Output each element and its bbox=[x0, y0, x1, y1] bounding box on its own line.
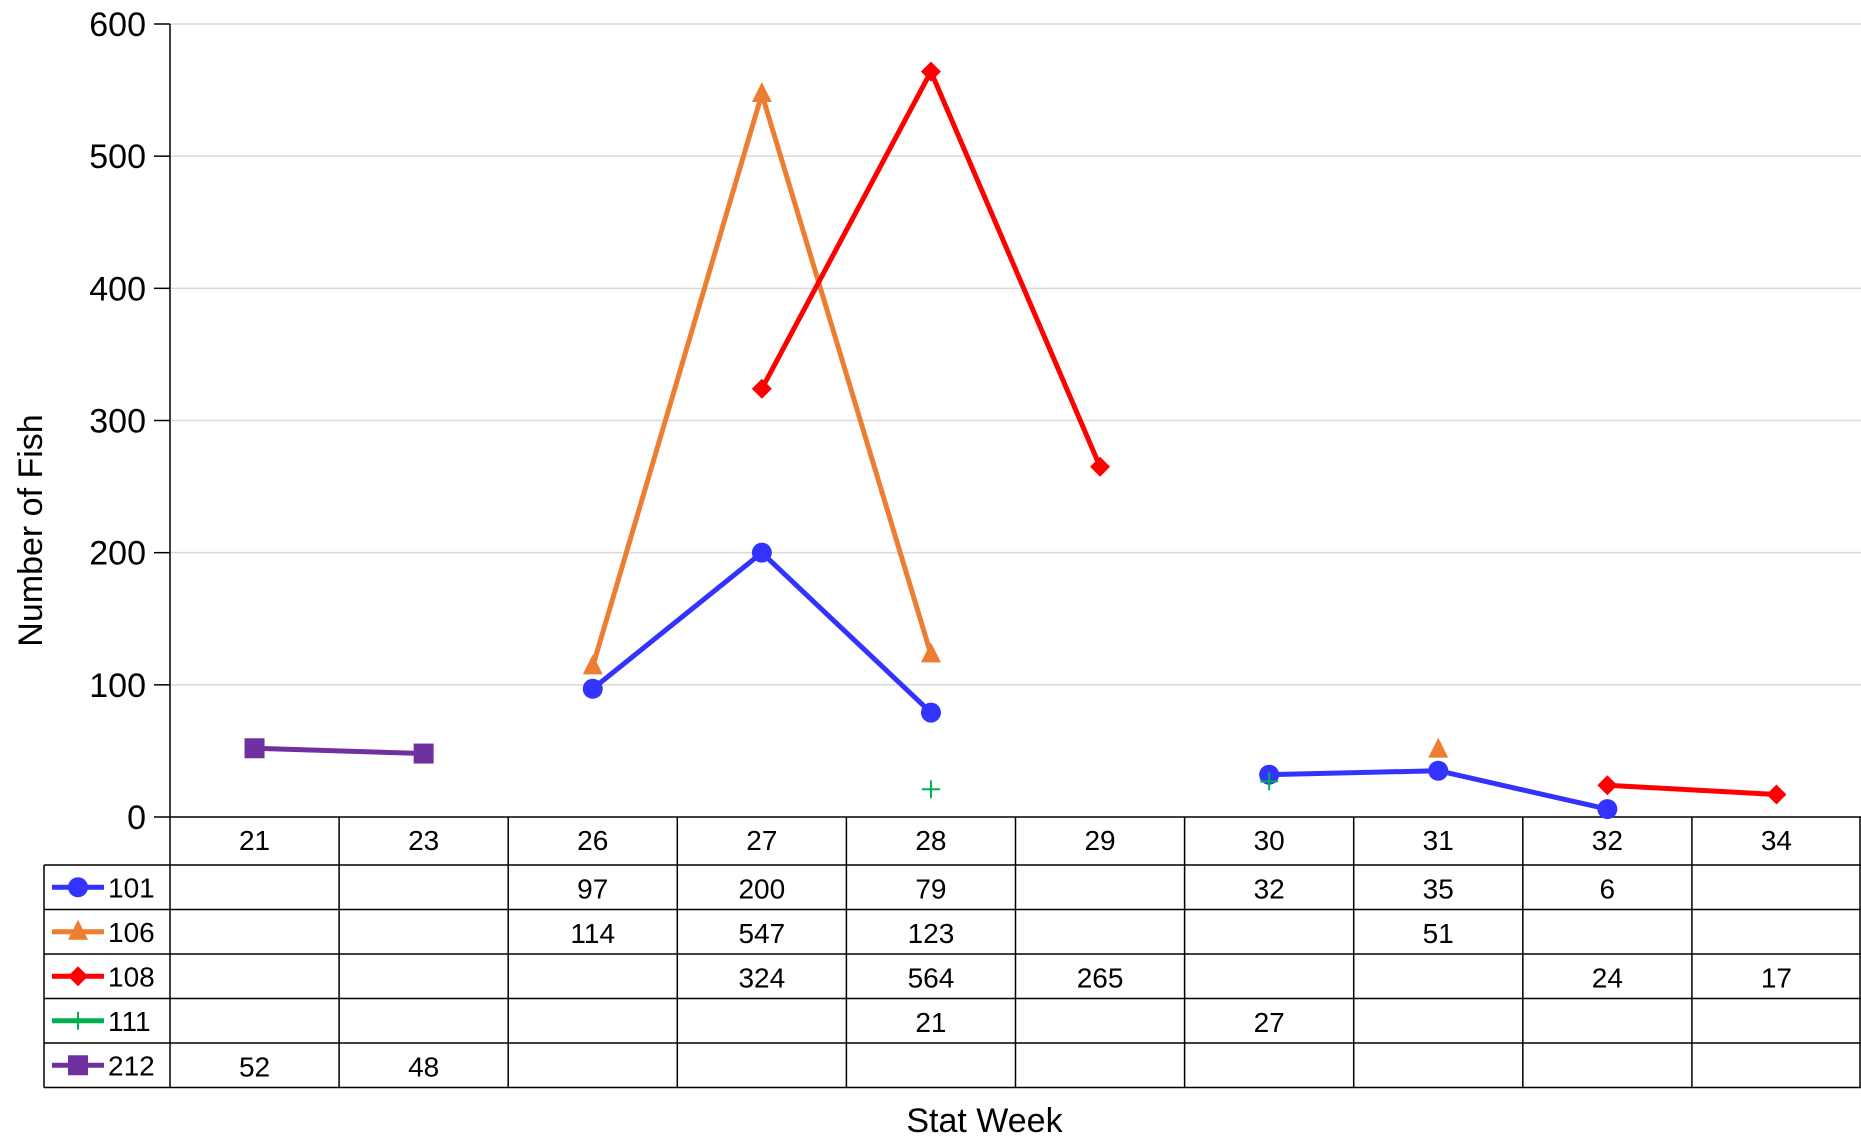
table-cell-value: 32 bbox=[1254, 873, 1285, 904]
series-101 bbox=[582, 542, 1618, 820]
series-line-segment bbox=[759, 550, 934, 716]
data-point bbox=[920, 642, 941, 663]
data-point bbox=[1597, 799, 1618, 820]
legend-key-101 bbox=[52, 877, 104, 898]
legend-label: 111 bbox=[108, 1006, 151, 1037]
data-point bbox=[1428, 760, 1449, 781]
data-point bbox=[921, 780, 940, 799]
data-point bbox=[751, 82, 772, 103]
legend-key-106 bbox=[52, 919, 104, 940]
data-point bbox=[920, 61, 941, 82]
y-tick-label: 400 bbox=[89, 270, 146, 308]
gridlines bbox=[170, 23, 1861, 686]
legend-label: 108 bbox=[108, 961, 155, 992]
table-cell-value: 200 bbox=[738, 873, 785, 904]
series-106 bbox=[582, 82, 1449, 758]
series-line-segment bbox=[252, 745, 427, 757]
series-line-segment bbox=[1266, 768, 1441, 778]
y-axis-title: Number of Fish bbox=[12, 414, 50, 646]
x-tick-label: 30 bbox=[1254, 825, 1285, 856]
table-cell-value: 79 bbox=[915, 873, 946, 904]
data-table: 21 23 26 27 28 29 30 31 32 34 101 97 200 79 32 35 6 106 11… bbox=[43, 816, 1861, 1089]
table-cell-value: 324 bbox=[738, 962, 785, 993]
x-tick-label: 29 bbox=[1084, 825, 1115, 856]
series-line-segment bbox=[759, 91, 934, 657]
table-cell-value: 123 bbox=[908, 918, 955, 949]
y-tick-label: 200 bbox=[89, 535, 146, 573]
series-line-segment bbox=[590, 550, 765, 692]
series-line-segment bbox=[1435, 768, 1610, 812]
table-cell-value: 564 bbox=[908, 962, 955, 993]
y-tick-label: 100 bbox=[89, 667, 146, 705]
table-cell-value: 17 bbox=[1761, 962, 1792, 993]
data-point bbox=[1090, 456, 1111, 477]
table-cell-value: 51 bbox=[1423, 918, 1454, 949]
y-tick-label: 0 bbox=[127, 799, 146, 837]
y-tick-label: 500 bbox=[89, 138, 146, 176]
x-axis-title: Stat Week bbox=[906, 1102, 1063, 1140]
table-cell-value: 35 bbox=[1423, 873, 1454, 904]
data-point bbox=[920, 702, 941, 723]
y-tick-label: 600 bbox=[89, 6, 146, 44]
table-cell-value: 265 bbox=[1077, 962, 1124, 993]
series-212 bbox=[244, 738, 434, 764]
y-axis: 0 100 200 300 400 500 600 bbox=[89, 6, 171, 837]
series-line-segment bbox=[759, 69, 934, 392]
x-tick-label: 23 bbox=[408, 825, 439, 856]
table-cell-value: 6 bbox=[1600, 873, 1616, 904]
x-tick-label: 31 bbox=[1423, 825, 1454, 856]
x-tick-label: 26 bbox=[577, 825, 608, 856]
legend-key-108 bbox=[52, 966, 104, 987]
series-line-segment bbox=[590, 91, 765, 669]
legend-key-111 bbox=[52, 1011, 104, 1030]
data-point bbox=[1766, 784, 1787, 805]
data-point bbox=[244, 738, 265, 759]
legend-label: 101 bbox=[108, 872, 155, 903]
data-point bbox=[413, 743, 434, 764]
data-point bbox=[582, 678, 603, 699]
data-point bbox=[751, 542, 772, 563]
x-tick-label: 28 bbox=[915, 825, 946, 856]
data-point bbox=[1428, 737, 1449, 758]
table-cell-value: 48 bbox=[408, 1051, 439, 1082]
data-point bbox=[751, 378, 772, 399]
x-tick-label: 27 bbox=[746, 825, 777, 856]
x-tick-label: 34 bbox=[1761, 825, 1792, 856]
series-108 bbox=[751, 61, 1787, 805]
table-cell-value: 52 bbox=[239, 1051, 270, 1082]
table-cell-value: 97 bbox=[577, 873, 608, 904]
table-cell-value: 24 bbox=[1592, 962, 1623, 993]
series-layer bbox=[244, 61, 1787, 820]
data-point bbox=[582, 654, 603, 675]
table-cell-value: 547 bbox=[738, 918, 785, 949]
table-cell-value: 27 bbox=[1254, 1007, 1285, 1038]
series-line-segment bbox=[1604, 782, 1779, 798]
series-111 bbox=[921, 772, 1279, 799]
data-point bbox=[1597, 775, 1618, 796]
table-cell-value: 114 bbox=[570, 918, 615, 949]
data-point bbox=[1260, 772, 1279, 791]
table-cell-value: 21 bbox=[915, 1007, 946, 1038]
y-tick-label: 300 bbox=[89, 403, 146, 441]
legend-label: 212 bbox=[108, 1050, 155, 1081]
series-line-segment bbox=[928, 69, 1103, 470]
x-tick-label: 21 bbox=[239, 825, 270, 856]
x-tick-label: 32 bbox=[1592, 825, 1623, 856]
legend-key-212 bbox=[52, 1055, 104, 1076]
legend-label: 106 bbox=[108, 917, 155, 948]
